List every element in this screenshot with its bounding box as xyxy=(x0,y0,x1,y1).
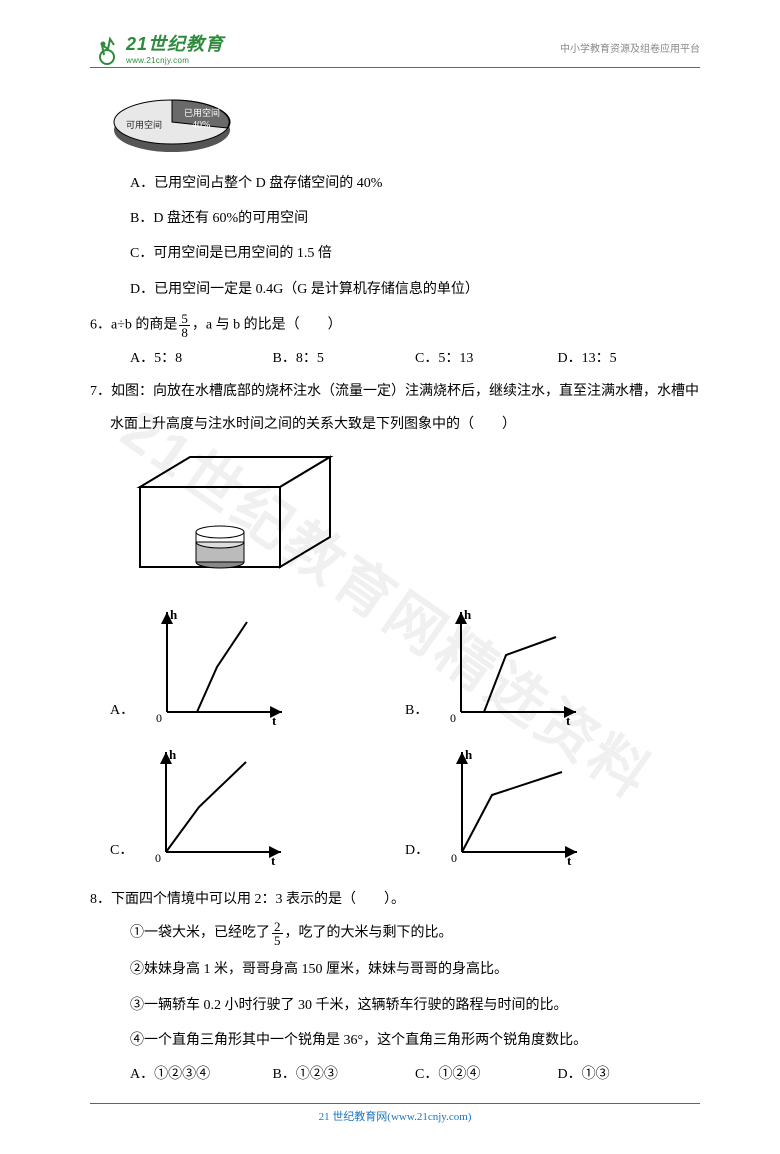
q7-graph-a: h t 0 xyxy=(142,607,292,727)
q7-opt-a-label: A． xyxy=(110,699,134,719)
logo-text-small: www.21cnjy.com xyxy=(126,56,224,65)
page-header: 21世纪教育 www.21cnjy.com 中小学教育资源及组卷应用平台 xyxy=(90,30,700,65)
svg-text:0: 0 xyxy=(156,711,162,725)
svg-text:t: t xyxy=(272,713,277,727)
q5-opt-a: A．已用空间占整个 D 盘存储空间的 40% xyxy=(130,171,700,196)
pie-used-label: 已用空间 xyxy=(184,107,220,118)
q7-figure xyxy=(130,447,700,592)
q6-opt-c: C．5：13 xyxy=(415,347,558,367)
q5-opt-d: D．已用空间一定是 0.4G（G 是计算机存储信息的单位） xyxy=(130,277,700,302)
q7-opt-c-label: C． xyxy=(110,839,133,859)
svg-text:t: t xyxy=(566,713,571,727)
q8-opt-d: D．①③ xyxy=(558,1063,701,1083)
q8-s3: ③一辆轿车 0.2 小时行驶了 30 千米，这辆轿车行驶的路程与时间的比。 xyxy=(130,993,700,1018)
pie-pct-label: 40% xyxy=(192,120,210,131)
q7-opt-b-label: B． xyxy=(405,699,428,719)
logo: 21世纪教育 www.21cnjy.com xyxy=(90,30,224,65)
q5-opt-b: B．D 盘还有 60%的可用空间 xyxy=(130,206,700,231)
q8-opt-a: A．①②③④ xyxy=(130,1063,273,1083)
logo-icon xyxy=(90,31,124,65)
q8-opt-b: B．①②③ xyxy=(273,1063,416,1083)
page-footer: 21 世纪教育网(www.21cnjy.com) xyxy=(90,1103,700,1124)
q8-text: 8．下面四个情境中可以用 2：3 表示的是（ ）。 xyxy=(90,887,700,912)
svg-text:t: t xyxy=(567,853,572,867)
q7-text-2: 水面上升高度与注水时间之间的关系大致是下列图象中的（ ） xyxy=(110,412,700,437)
q7-graph-b: h t 0 xyxy=(436,607,586,727)
svg-text:0: 0 xyxy=(451,851,457,865)
q8-options: A．①②③④ B．①②③ C．①②④ D．①③ xyxy=(130,1063,700,1083)
q7-graph-c: h t 0 xyxy=(141,747,291,867)
q6-opt-a: A．5：8 xyxy=(130,347,273,367)
q6-opt-b: B．8：5 xyxy=(273,347,416,367)
q7-graph-d: h t 0 xyxy=(437,747,587,867)
svg-text:h: h xyxy=(170,607,178,622)
header-right-text: 中小学教育资源及组卷应用平台 xyxy=(560,40,700,55)
header-divider xyxy=(90,67,700,68)
svg-text:0: 0 xyxy=(155,851,161,865)
q8-s4: ④一个直角三角形其中一个锐角是 36°，这个直角三角形两个锐角度数比。 xyxy=(130,1028,700,1053)
q7-text-1: 7．如图：向放在水槽底部的烧杯注水（流量一定）注满烧杯后，继续注水，直至注满水槽… xyxy=(90,379,700,404)
q6-opt-d: D．13：5 xyxy=(558,347,701,367)
pie-free-label: 可用空间 xyxy=(126,119,162,130)
svg-text:0: 0 xyxy=(450,711,456,725)
q8-s1: ①一袋大米，已经吃了25，吃了的大米与剩下的比。 xyxy=(130,920,700,947)
q5-opt-c: C．可用空间是已用空间的 1.5 倍 xyxy=(130,241,700,266)
pie-chart: 已用空间 40% 可用空间 xyxy=(110,88,700,161)
svg-text:h: h xyxy=(465,747,473,762)
q6-text: 6．a÷b 的商是58，a 与 b 的比是（ ） xyxy=(90,312,700,339)
q8-opt-c: C．①②④ xyxy=(415,1063,558,1083)
q6-options: A．5：8 B．8：5 C．5：13 D．13：5 xyxy=(130,347,700,367)
svg-text:t: t xyxy=(271,853,276,867)
q8-s2: ②妹妹身高 1 米，哥哥身高 150 厘米，妹妹与哥哥的身高比。 xyxy=(130,957,700,982)
svg-text:h: h xyxy=(169,747,177,762)
svg-text:h: h xyxy=(464,607,472,622)
q7-opt-d-label: D． xyxy=(405,839,429,859)
logo-text-big: 21世纪教育 xyxy=(126,30,224,56)
